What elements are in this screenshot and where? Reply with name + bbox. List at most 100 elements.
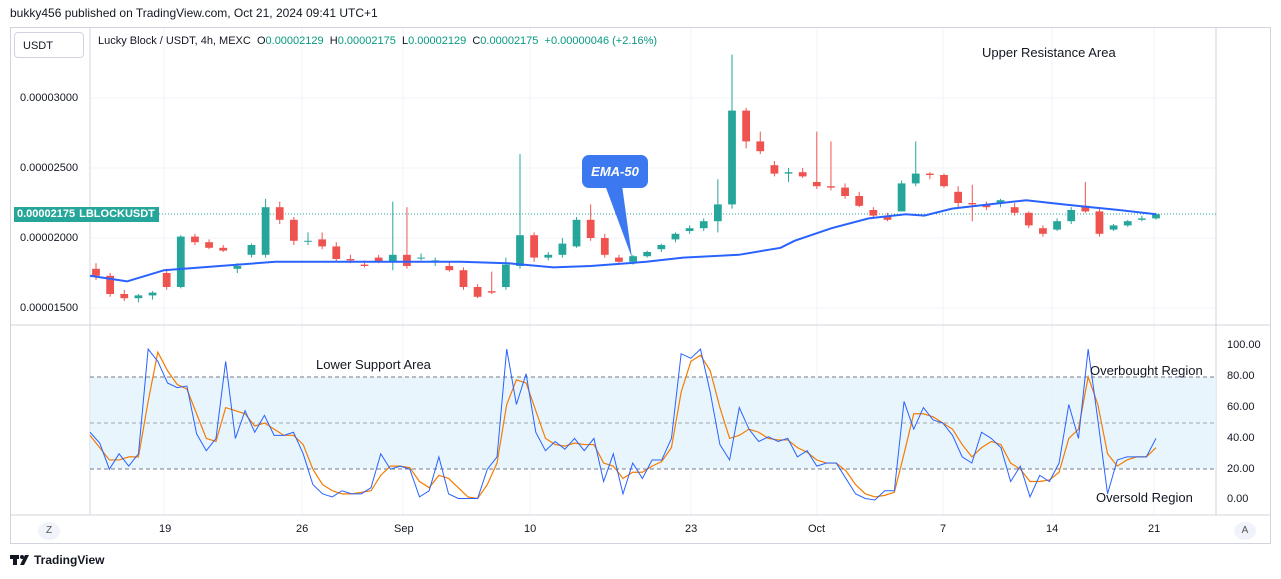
- change-value: +0.00000046 (+2.16%): [544, 35, 658, 47]
- time-label: 26: [296, 523, 309, 535]
- candle-body: [417, 257, 425, 259]
- candle-body: [968, 203, 977, 205]
- lower-support-label: Lower Support Area: [316, 357, 431, 372]
- candle-body: [629, 256, 637, 262]
- publisher-info: bukky456 published on TradingView.com, O…: [10, 6, 378, 20]
- candle-body: [1123, 221, 1132, 226]
- candle-body: [841, 187, 849, 196]
- candle-body: [275, 207, 284, 220]
- candle-body: [360, 264, 369, 266]
- candle-body: [883, 215, 892, 220]
- close-label: C: [472, 35, 481, 47]
- candle-body: [1152, 214, 1160, 219]
- candle-body: [318, 239, 327, 247]
- osc-label: 20.00: [1227, 463, 1255, 475]
- current-price-badge: 0.00002175 LBLOCKUSDT: [14, 207, 166, 222]
- candle-body: [1053, 221, 1061, 230]
- stoch-d-line: [89, 350, 1157, 500]
- candle-body: [1137, 218, 1146, 220]
- candle-body: [1095, 211, 1104, 234]
- time-label: 14: [1046, 523, 1059, 535]
- overbought-label: Overbought Region: [1090, 363, 1203, 378]
- time-label: 21: [1148, 523, 1161, 535]
- price-label: 0.00002000: [20, 232, 79, 244]
- symbol-legend: Lucky Block / USDT, 4h, MEXC O0.00002129…: [98, 35, 657, 47]
- candle-body: [530, 235, 539, 258]
- high-label: H: [329, 35, 338, 47]
- candle-body: [996, 200, 1005, 203]
- candle-body: [374, 257, 383, 262]
- candle-body: [827, 186, 835, 188]
- close-value: 0.00002175: [480, 35, 539, 47]
- candlestick-series: [92, 54, 1160, 303]
- ema-callout-pointer: [605, 185, 632, 258]
- candle-body: [572, 219, 581, 247]
- candle-body: [940, 175, 948, 187]
- low-value: 0.00002129: [408, 35, 467, 47]
- open-label: O: [256, 35, 266, 47]
- candle-body: [558, 243, 567, 255]
- candle-body: [798, 172, 807, 177]
- chart-frame: [10, 27, 1271, 544]
- ema-50-line: [89, 199, 1157, 283]
- symbol-name[interactable]: Lucky Block / USDT, 4h, MEXC: [98, 35, 251, 47]
- osc-label: 100.00: [1227, 339, 1261, 351]
- candle-body: [219, 247, 228, 251]
- candle-body: [897, 183, 906, 212]
- candle-body: [473, 287, 482, 297]
- candle-body: [261, 207, 270, 255]
- zoom-button[interactable]: Z: [38, 522, 60, 540]
- candle-body: [289, 219, 298, 241]
- candle-body: [756, 141, 765, 152]
- candle-body: [1010, 207, 1019, 213]
- stoch-k-line: [89, 347, 1157, 501]
- osc-label: 60.00: [1227, 401, 1255, 413]
- time-label: 19: [159, 523, 172, 535]
- auto-scale-button[interactable]: A: [1234, 522, 1256, 540]
- candle-body: [176, 236, 185, 287]
- osc-label: 80.00: [1227, 370, 1255, 382]
- candle-body: [685, 228, 694, 231]
- candle-body: [487, 291, 496, 293]
- candle-body: [671, 233, 680, 240]
- open-value: 0.00002129: [265, 35, 324, 47]
- candle-body: [643, 252, 652, 257]
- candle-body: [657, 245, 666, 250]
- candle-body: [1109, 225, 1118, 230]
- time-label: 7: [940, 523, 947, 535]
- candle-body: [346, 259, 355, 261]
- osc-label: 0.00: [1227, 493, 1249, 505]
- candle-body: [784, 172, 793, 174]
- candle-body: [586, 219, 595, 238]
- ema-callout: EMA-50: [582, 155, 648, 188]
- tradingview-logo-icon: [10, 555, 29, 565]
- time-label: Sep: [394, 523, 414, 535]
- candle-body: [516, 235, 524, 266]
- candle-body: [445, 266, 454, 271]
- candle-body: [191, 236, 199, 243]
- tradingview-footer[interactable]: TradingView: [10, 553, 104, 567]
- candle-body: [1024, 212, 1033, 226]
- candle-body: [1081, 205, 1090, 212]
- candle-body: [106, 275, 115, 294]
- candle-body: [1067, 210, 1076, 222]
- candle-body: [120, 294, 129, 299]
- price-label: 0.00002500: [20, 162, 79, 174]
- candle-body: [501, 264, 510, 287]
- low-label: L: [401, 35, 409, 47]
- candle-body: [855, 196, 864, 206]
- candle-body: [954, 191, 963, 203]
- candle-body: [544, 254, 553, 258]
- currency-button[interactable]: USDT: [14, 32, 84, 58]
- time-label: 23: [685, 523, 698, 535]
- time-label: Oct: [808, 523, 826, 535]
- candle-body: [233, 266, 242, 269]
- candle-body: [728, 110, 736, 205]
- candle-body: [925, 173, 934, 175]
- time-label: 10: [524, 523, 537, 535]
- candle-body: [812, 182, 821, 187]
- candle-body: [713, 204, 722, 222]
- candle-body: [982, 204, 991, 208]
- candle-body: [134, 295, 143, 299]
